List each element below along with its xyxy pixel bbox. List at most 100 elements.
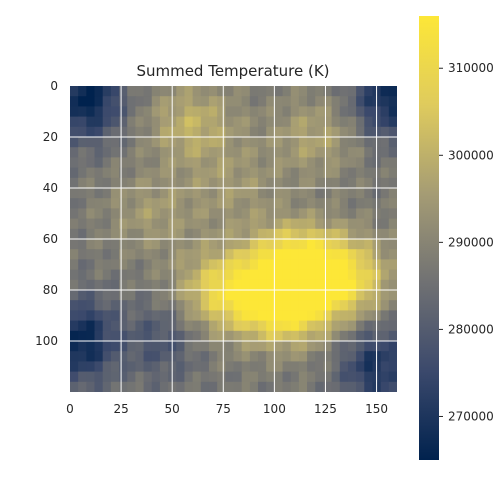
heatmap-cell [70, 177, 79, 189]
heatmap-cell [323, 177, 333, 189]
heatmap-cell [119, 351, 128, 362]
heatmap-cell [307, 361, 316, 373]
heatmap-cell [249, 300, 259, 311]
heatmap-cell [127, 116, 137, 128]
heatmap-cell [315, 96, 325, 107]
heatmap-cell [225, 198, 235, 209]
heatmap-cell [356, 188, 365, 199]
heatmap-cell [347, 96, 357, 107]
heatmap-cell [225, 157, 235, 169]
heatmap-cell [380, 106, 390, 118]
heatmap-cell [200, 269, 210, 281]
heatmap-cell [143, 177, 153, 189]
heatmap-cell [339, 167, 349, 179]
heatmap-cell [225, 218, 235, 230]
heatmap-cell [102, 126, 112, 138]
heatmap-cell [380, 269, 390, 281]
heatmap-cell [290, 116, 300, 128]
heatmap-cell [78, 167, 87, 179]
heatmap-cell [102, 167, 112, 179]
heatmap-cell [119, 126, 128, 138]
heatmap-cell [151, 228, 161, 240]
heatmap-cell [176, 269, 186, 281]
heatmap-cell [380, 198, 390, 209]
heatmap-cell [200, 86, 210, 97]
heatmap-cell [315, 361, 325, 373]
heatmap-cell [258, 86, 267, 97]
colorbar-tick-label: 310000 [448, 61, 494, 75]
heatmap-cell [184, 290, 194, 301]
heatmap-cell [119, 218, 128, 230]
heatmap-cell [266, 341, 275, 352]
heatmap-cell [86, 259, 96, 271]
heatmap-cell [331, 188, 341, 199]
heatmap-cell [70, 86, 79, 97]
heatmap-cell [208, 126, 218, 138]
heatmap-cell [176, 167, 186, 179]
heatmap-cell [323, 106, 333, 118]
heatmap-cell [94, 208, 104, 220]
heatmap-cell [249, 330, 259, 342]
heatmap-cell [217, 320, 226, 332]
heatmap-cell [70, 290, 79, 301]
heatmap-cell [258, 126, 267, 138]
heatmap-cell [151, 300, 161, 311]
heatmap-cell [241, 371, 251, 383]
heatmap-cell [307, 228, 316, 240]
heatmap-cell [290, 198, 300, 209]
heatmap-cell [78, 198, 87, 209]
heatmap-cell [217, 198, 226, 209]
heatmap-cell [233, 167, 243, 179]
heatmap-cell [249, 259, 259, 271]
heatmap-cell [102, 188, 112, 199]
heatmap-cell [241, 167, 251, 179]
heatmap-cell [217, 116, 226, 128]
heatmap-cell [249, 381, 259, 392]
heatmap-cell [274, 116, 284, 128]
heatmap-cell [135, 351, 145, 362]
heatmap-cell [364, 351, 374, 362]
heatmap-cell [200, 198, 210, 209]
heatmap-cell [241, 381, 251, 392]
heatmap-cell [119, 96, 128, 107]
heatmap-cell [208, 228, 218, 240]
heatmap-cell [364, 208, 374, 220]
heatmap-cell [217, 157, 226, 169]
heatmap-cell [266, 269, 275, 281]
heatmap-cell [258, 208, 267, 220]
heatmap-cell [315, 177, 325, 189]
heatmap-cell [135, 249, 145, 260]
heatmap-cell [159, 279, 169, 291]
heatmap-cell [143, 188, 153, 199]
heatmap-cell [347, 239, 357, 250]
heatmap-cell [266, 208, 275, 220]
heatmap-cell [135, 320, 145, 332]
heatmap-cell [249, 341, 259, 352]
heatmap-cell [331, 330, 341, 342]
heatmap-cell [127, 228, 137, 240]
heatmap-cell [347, 310, 357, 322]
heatmap-cell [282, 300, 292, 311]
heatmap-cell [143, 198, 153, 209]
x-tick-label: 100 [263, 402, 286, 416]
heatmap-cell [364, 106, 374, 118]
heatmap-cell [331, 381, 341, 392]
heatmap-cell [364, 198, 374, 209]
heatmap-cell [323, 86, 333, 97]
heatmap-cell [225, 269, 235, 281]
colorbar-tick-label: 290000 [448, 235, 494, 249]
heatmap-cell [339, 249, 349, 260]
heatmap-cell [151, 371, 161, 383]
heatmap-cell [217, 218, 226, 230]
heatmap-cell [200, 249, 210, 260]
heatmap-cell [192, 330, 202, 342]
heatmap-cell [135, 310, 145, 322]
heatmap-cell [143, 116, 153, 128]
heatmap-cell [274, 106, 284, 118]
heatmap-cell [282, 218, 292, 230]
heatmap-cell [241, 341, 251, 352]
heatmap-cell [258, 259, 267, 271]
heatmap-cell [331, 228, 341, 240]
heatmap-cell [119, 239, 128, 250]
heatmap-cell [290, 239, 300, 250]
